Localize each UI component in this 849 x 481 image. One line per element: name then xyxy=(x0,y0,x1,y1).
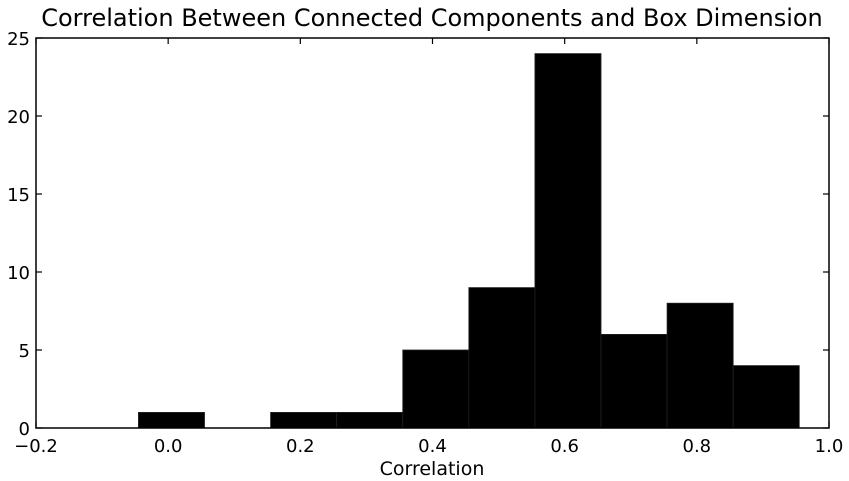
histogram-bar-6 xyxy=(534,53,602,429)
y-tick-label-4: 20 xyxy=(7,107,30,128)
x-tick-label-5: 0.8 xyxy=(683,436,712,457)
ticks-group: −0.2 0.0 0.2 0.4 0.6 0.8 1.0 0 5 10 15 20 25 xyxy=(7,29,843,457)
y-tick-label-5: 25 xyxy=(7,29,30,50)
histogram-bar-2 xyxy=(270,411,338,429)
chart-title: Correlation Between Connected Components… xyxy=(41,4,823,32)
y-tick-label-1: 5 xyxy=(19,341,30,362)
x-axis-label: Correlation xyxy=(380,458,485,480)
bars-group xyxy=(138,53,800,429)
histogram-bar-4 xyxy=(402,349,470,429)
y-tick-label-3: 15 xyxy=(7,185,30,206)
histogram-bar-3 xyxy=(336,411,404,429)
y-tick-label-2: 10 xyxy=(7,263,30,284)
x-tick-label-6: 1.0 xyxy=(815,436,844,457)
x-tick-label-0: −0.2 xyxy=(14,436,58,457)
histogram-bar-7 xyxy=(600,333,668,429)
y-tick-label-0: 0 xyxy=(19,419,30,440)
histogram-bar-8 xyxy=(666,302,734,429)
histogram-bar-5 xyxy=(468,287,536,429)
x-tick-label-4: 0.6 xyxy=(550,436,579,457)
x-tick-label-3: 0.4 xyxy=(418,436,447,457)
x-tick-label-2: 0.2 xyxy=(286,436,315,457)
histogram-bar-0 xyxy=(138,411,205,429)
x-tick-label-1: 0.0 xyxy=(154,436,183,457)
histogram-bar-9 xyxy=(732,365,800,429)
